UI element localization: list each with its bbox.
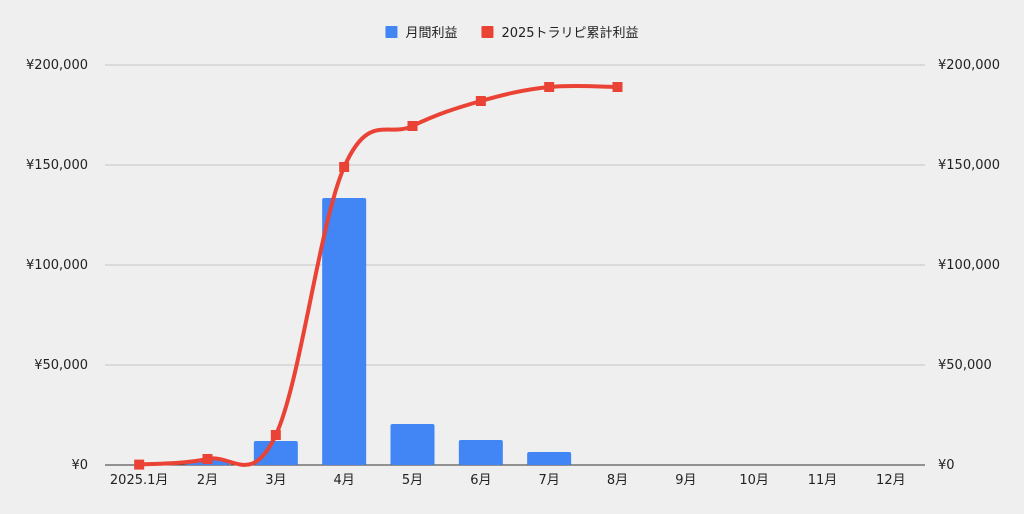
- cumulative-line: [137, 83, 620, 467]
- line-point: [475, 96, 486, 106]
- legend-swatch: [385, 26, 398, 38]
- gridlines: [105, 64, 925, 466]
- right-tick-label: ¥50,000: [938, 358, 992, 373]
- right-tick-label: ¥200,000: [938, 58, 1000, 73]
- x-tick-label: 10月: [739, 473, 769, 488]
- line-series: [134, 82, 623, 470]
- left-tick-label: ¥50,000: [34, 358, 88, 373]
- legend-label: 月間利益: [405, 26, 457, 41]
- left-tick-label: ¥200,000: [26, 58, 88, 73]
- x-tick-label: 5月: [402, 473, 423, 488]
- bar-series: [185, 198, 572, 465]
- x-tick-label: 2025.1月: [110, 473, 169, 488]
- x-tick-label: 3月: [265, 473, 286, 488]
- line-point: [134, 459, 145, 470]
- right-tick-label: ¥150,000: [938, 158, 1000, 173]
- legend-swatch: [481, 26, 494, 38]
- x-tick-label: 12月: [876, 473, 906, 488]
- bar: [458, 440, 503, 465]
- x-tick-label: 7月: [539, 473, 560, 488]
- x-tick-label: 6月: [470, 473, 491, 488]
- legend-label: 2025トラリピ累計利益: [501, 25, 638, 41]
- left-tick-label: ¥100,000: [26, 258, 88, 273]
- line-point: [339, 162, 350, 172]
- legend: 月間利益 2025トラリピ累計利益: [385, 25, 639, 41]
- left-axis: ¥0 ¥50,000 ¥100,000 ¥150,000 ¥200,000: [26, 58, 88, 473]
- right-tick-label: ¥100,000: [938, 258, 1000, 273]
- bar: [322, 198, 367, 465]
- bar: [527, 452, 572, 465]
- bar: [390, 424, 435, 465]
- bar: [253, 441, 298, 465]
- right-axis: ¥0 ¥50,000 ¥100,000 ¥150,000 ¥200,000: [938, 58, 1000, 473]
- x-axis: 2025.1月 2月 3月 4月 5月 6月 7月 8月 9月 10月 11月 12月: [110, 473, 906, 488]
- left-tick-label: ¥0: [71, 458, 88, 473]
- line-point: [407, 121, 418, 131]
- x-tick-label: 4月: [334, 473, 355, 488]
- line-point: [270, 430, 281, 440]
- right-tick-label: ¥0: [938, 458, 955, 473]
- x-tick-label: 9月: [675, 473, 696, 488]
- line-point: [202, 454, 213, 464]
- x-tick-label: 8月: [607, 473, 628, 488]
- x-tick-label: 11月: [808, 473, 838, 488]
- line-point: [612, 82, 623, 92]
- line-point: [544, 82, 555, 92]
- x-tick-label: 2月: [197, 473, 218, 488]
- left-tick-label: ¥150,000: [26, 158, 88, 173]
